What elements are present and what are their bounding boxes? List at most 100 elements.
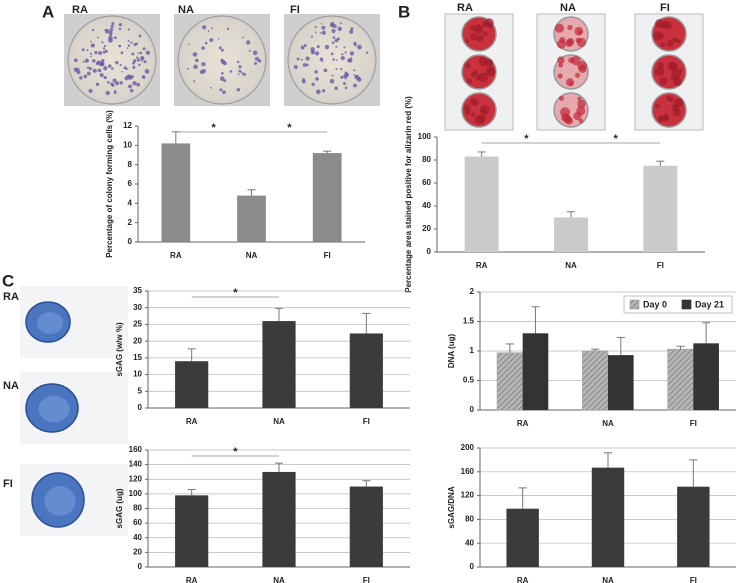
colony bbox=[335, 45, 338, 48]
colony bbox=[136, 82, 141, 87]
colony bbox=[114, 91, 117, 94]
tissue-core bbox=[36, 312, 64, 334]
colony bbox=[353, 41, 357, 46]
colony bbox=[144, 69, 150, 74]
colony bbox=[334, 86, 338, 91]
colony bbox=[130, 41, 133, 44]
y-tick-label: 12 bbox=[123, 121, 132, 130]
colony bbox=[112, 78, 117, 83]
stain bbox=[666, 39, 674, 47]
stain bbox=[566, 78, 575, 87]
y-tick-label: 0.5 bbox=[463, 376, 475, 385]
colony bbox=[132, 81, 137, 86]
colony bbox=[73, 58, 78, 63]
colony bbox=[99, 61, 105, 67]
stain bbox=[466, 78, 473, 84]
colony bbox=[344, 51, 347, 54]
colony bbox=[254, 56, 259, 61]
colony bbox=[143, 60, 147, 64]
stain bbox=[476, 34, 484, 42]
stain bbox=[662, 114, 670, 122]
colony bbox=[219, 76, 225, 81]
colony bbox=[349, 29, 354, 34]
colony bbox=[186, 67, 189, 70]
y-tick-label: 40 bbox=[133, 533, 142, 542]
colony bbox=[238, 65, 242, 69]
colony bbox=[95, 82, 100, 87]
y-tick-label: 5 bbox=[138, 386, 143, 395]
photo-label: RA bbox=[72, 4, 88, 16]
colony bbox=[319, 32, 322, 34]
y-axis-label: DNA (ug) bbox=[447, 333, 456, 368]
photo-label: NA bbox=[3, 380, 19, 392]
stain bbox=[673, 76, 678, 82]
colony bbox=[101, 41, 104, 44]
colony bbox=[334, 38, 339, 43]
photo-label: NA bbox=[560, 2, 576, 14]
stain bbox=[668, 96, 674, 103]
x-tick-label: RA bbox=[186, 417, 198, 426]
bar bbox=[312, 153, 342, 242]
y-tick-label: 200 bbox=[461, 443, 475, 452]
x-tick-label: RA bbox=[517, 576, 529, 583]
colony bbox=[115, 82, 117, 85]
colony bbox=[192, 52, 198, 57]
stain bbox=[554, 23, 565, 33]
bar bbox=[262, 321, 296, 408]
colony bbox=[141, 57, 144, 60]
colony bbox=[220, 58, 224, 62]
y-axis-label: sGAG (ug) bbox=[115, 488, 124, 528]
colony bbox=[140, 59, 143, 62]
y-tick-label: 35 bbox=[133, 286, 142, 295]
y-tick-label: 160 bbox=[129, 445, 143, 454]
stain bbox=[577, 99, 586, 109]
colony bbox=[73, 67, 79, 72]
colony bbox=[88, 66, 92, 71]
colony bbox=[201, 46, 205, 50]
y-tick-label: 20 bbox=[422, 224, 431, 233]
colony bbox=[300, 45, 305, 50]
significance-label: * bbox=[212, 122, 217, 134]
panel-label: A bbox=[42, 2, 54, 21]
y-tick-label: 1.5 bbox=[463, 317, 475, 326]
colony bbox=[331, 28, 336, 34]
significance-label: * bbox=[614, 133, 619, 145]
colony bbox=[254, 62, 257, 66]
bar bbox=[643, 165, 678, 252]
y-tick-label: 120 bbox=[129, 474, 143, 483]
y-tick-label: 20 bbox=[133, 336, 142, 345]
y-tick-label: 80 bbox=[465, 515, 474, 524]
stain bbox=[470, 112, 476, 117]
colony bbox=[92, 44, 95, 46]
colony bbox=[124, 75, 129, 81]
stain bbox=[469, 24, 476, 32]
colony bbox=[221, 48, 224, 52]
colony bbox=[86, 71, 91, 76]
x-tick-label: FI bbox=[690, 419, 697, 428]
legend-box bbox=[623, 295, 733, 314]
x-tick-label: RA bbox=[186, 576, 198, 583]
colony bbox=[110, 82, 114, 86]
colony bbox=[315, 31, 317, 34]
colony bbox=[102, 47, 106, 50]
colony bbox=[81, 48, 85, 52]
colony bbox=[324, 44, 330, 50]
colony bbox=[90, 52, 93, 55]
colony bbox=[125, 67, 128, 70]
stain bbox=[672, 108, 682, 117]
colony bbox=[344, 86, 348, 90]
bar bbox=[237, 195, 266, 242]
colony bbox=[119, 63, 122, 67]
colony bbox=[310, 35, 314, 38]
colony bbox=[340, 75, 344, 79]
colony bbox=[118, 22, 123, 27]
bar bbox=[349, 486, 383, 567]
colony bbox=[353, 69, 356, 72]
stain bbox=[482, 21, 489, 28]
colony bbox=[246, 40, 251, 45]
stain bbox=[578, 64, 587, 73]
colony bbox=[210, 86, 212, 89]
bar bbox=[522, 333, 549, 410]
colony bbox=[90, 40, 92, 43]
y-tick-label: 10 bbox=[123, 140, 132, 149]
